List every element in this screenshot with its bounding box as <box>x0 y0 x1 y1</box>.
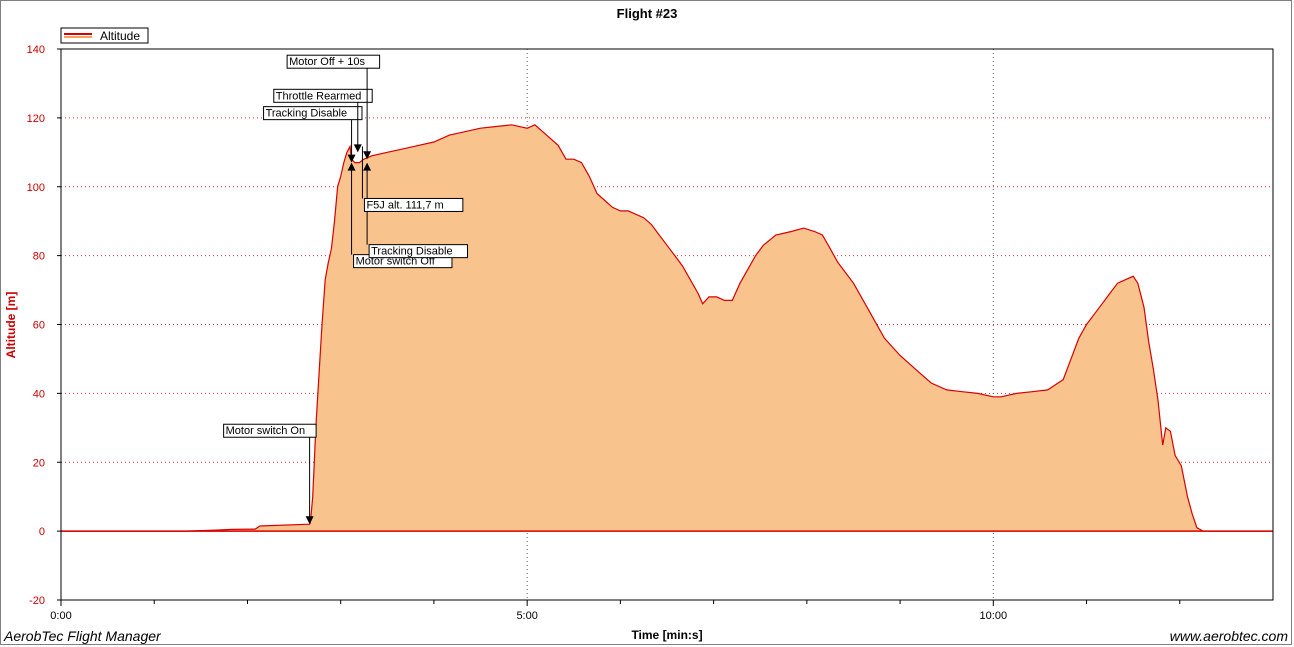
x-axis-label: Time [min:s] <box>631 628 702 642</box>
annotation-label: Motor Off + 10s <box>289 56 365 68</box>
annotation-arrow <box>353 144 362 153</box>
y-tick-label: 80 <box>33 251 45 263</box>
annotation: Motor switch On <box>223 423 317 525</box>
altitude-line <box>61 124 1273 532</box>
annotation-label: Motor switch On <box>226 425 305 437</box>
annotation: Tracking Disable <box>363 162 469 259</box>
annotation-box <box>273 88 373 103</box>
annotation: Throttle Rearmed <box>273 88 373 153</box>
annotation-label: Tracking Disable <box>266 108 348 120</box>
x-tick-label: 0:00 <box>50 610 71 622</box>
y-tick-label: 140 <box>27 44 45 56</box>
annotation-arrow <box>363 151 372 160</box>
annotation-label: Throttle Rearmed <box>276 90 362 102</box>
annotation-arrow <box>347 162 356 171</box>
y-tick-label: 20 <box>33 457 45 469</box>
annotation-arrow <box>305 516 314 525</box>
legend-label-altitude: Altitude <box>100 29 140 43</box>
app-name-footer: AerobTec Flight Manager <box>4 628 161 644</box>
annotation-box <box>223 423 317 438</box>
axes <box>57 48 1274 606</box>
annotation-arrow <box>347 154 356 163</box>
y-axis-label: Altitude [m] <box>4 292 18 359</box>
annotation-label: Motor switch Off <box>356 256 436 268</box>
annotation-box <box>263 106 363 121</box>
annotation-box <box>368 244 469 259</box>
y-tick-label: 100 <box>27 182 45 194</box>
annotation-box <box>286 54 381 69</box>
annotation-label: Tracking Disable <box>371 246 453 258</box>
y-tick-label: 120 <box>27 113 45 125</box>
event-annotations: Motor switch On Tracking Disable Throttle … <box>223 54 469 525</box>
legend-box <box>60 27 149 44</box>
annotation: Tracking Disable <box>263 106 363 163</box>
y-tick-label: -20 <box>29 595 45 607</box>
y-tick-label: 60 <box>33 320 45 332</box>
x-tick-label: 5:00 <box>516 610 537 622</box>
annotation-arrow <box>363 162 372 171</box>
tick-labels: -20 0 20 40 60 80 100 120 140 0:00 5:00 10:00 <box>27 44 1007 622</box>
x-tick-label: 10:00 <box>980 610 1008 622</box>
annotation-label: F5J alt. 111,7 m <box>366 199 443 211</box>
annotation: F5J alt. 111,7 m <box>361 146 464 212</box>
y-tick-label: 40 <box>33 388 45 400</box>
y-tick-label: 0 <box>39 526 45 538</box>
legend: Altitude <box>60 27 149 44</box>
altitude-area-fill <box>61 124 1273 532</box>
chart-title: Flight #23 <box>617 6 678 21</box>
annotation-box <box>363 197 464 212</box>
annotation: Motor Off + 10s <box>286 54 381 160</box>
altitude-series <box>61 124 1273 532</box>
website-footer[interactable]: www.aerobtec.com <box>1169 628 1288 644</box>
